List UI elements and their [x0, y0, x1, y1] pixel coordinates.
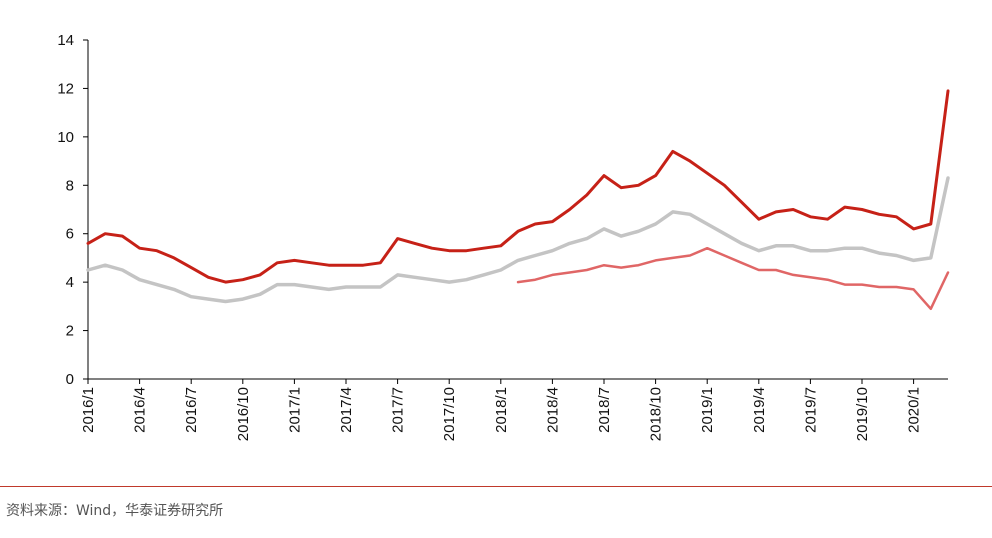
x-tick-label: 2016/10 — [235, 387, 252, 441]
y-axis: 0 2 4 6 8 10 12 14 — [57, 32, 89, 388]
y-tick-label: 4 — [66, 274, 74, 291]
y-tick-label: 14 — [57, 32, 74, 49]
series-line-1 — [86, 89, 950, 284]
x-tick-label: 2016/4 — [132, 387, 149, 433]
series-line-2 — [86, 176, 950, 304]
series-group — [86, 89, 950, 311]
x-axis: 2016/1 2016/4 2016/7 2016/10 2017/1 2017/4 201… — [80, 378, 948, 441]
x-tick-label: 2019/7 — [802, 387, 819, 433]
x-tick-label: 2019/10 — [854, 387, 871, 441]
y-tick-label: 2 — [66, 323, 74, 340]
y-tick-label: 0 — [66, 371, 74, 388]
x-tick-label: 2019/1 — [699, 387, 716, 433]
x-tick-label: 2017/7 — [390, 387, 407, 433]
series-line-3 — [516, 246, 950, 311]
x-tick-label: 2019/4 — [751, 387, 768, 433]
x-tick-label: 2017/1 — [286, 387, 303, 433]
x-tick-label: 2016/7 — [183, 387, 200, 433]
x-tick-label: 2018/10 — [648, 387, 665, 441]
y-tick-label: 10 — [57, 129, 74, 146]
x-tick-label: 2017/4 — [338, 387, 355, 433]
y-tick-label: 12 — [57, 80, 74, 97]
y-tick-label: 8 — [66, 177, 74, 194]
x-tick-label: 2018/7 — [596, 387, 613, 433]
x-tick-label: 2020/1 — [906, 387, 923, 433]
y-tick-label: 6 — [66, 226, 74, 243]
source-note: 资料来源：Wind，华泰证券研究所 — [6, 503, 224, 519]
source-divider — [0, 486, 992, 487]
x-tick-label: 2016/1 — [80, 387, 97, 433]
x-tick-label: 2018/4 — [544, 387, 561, 433]
x-tick-label: 2018/1 — [493, 387, 510, 433]
x-tick-label: 2017/10 — [441, 387, 458, 441]
